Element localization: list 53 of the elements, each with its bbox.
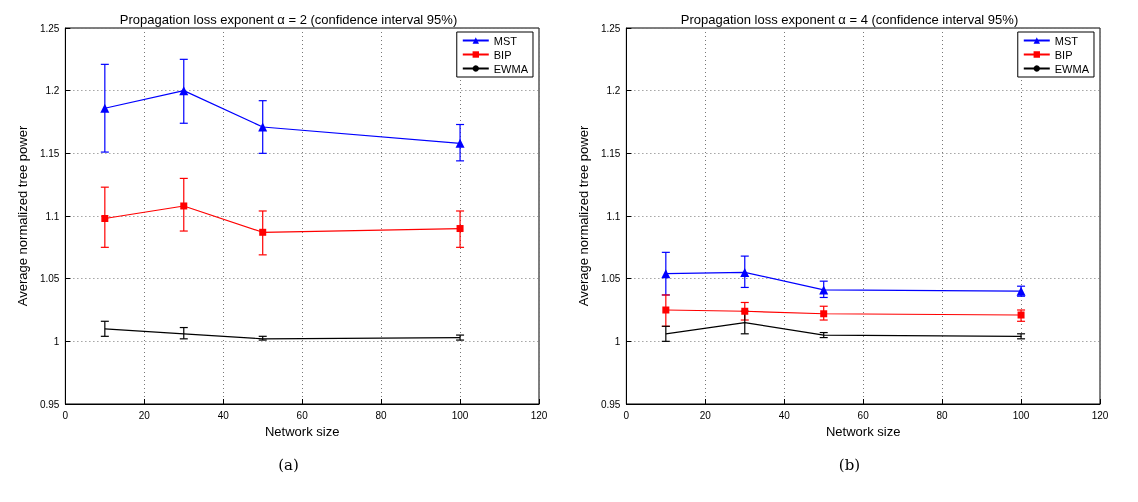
x-tick-label: 80 (375, 409, 388, 421)
point (820, 310, 828, 318)
x-tick-label: 60 (296, 409, 309, 421)
legend-label: EWMA (1054, 62, 1090, 75)
point (258, 122, 268, 132)
x-tick-label: 40 (778, 409, 791, 421)
y-tick-label: 1.05 (39, 273, 60, 285)
x-tick-label: 0 (623, 409, 630, 421)
y-tick-label: 0.95 (39, 398, 60, 410)
y-tick-label: 1.15 (39, 147, 60, 159)
text: (b) (837, 456, 862, 474)
point (100, 103, 110, 113)
point (259, 228, 267, 236)
legend-label: BIP (1054, 48, 1073, 61)
x-tick-label: 60 (857, 409, 870, 421)
x-tick-label: 120 (530, 409, 548, 421)
y-tick-label: 1.25 (39, 22, 60, 34)
legend-label: MST (1054, 34, 1079, 47)
x-tick-label: 100 (1012, 409, 1030, 421)
point (101, 215, 109, 223)
y-tick-label: 1.15 (600, 147, 621, 159)
y-tick-label: 1 (614, 335, 621, 347)
x-tick-label: 0 (62, 409, 69, 421)
y-tick-label: 1.1 (45, 210, 60, 222)
x-axis-title: Network size (825, 423, 901, 439)
legend-label: BIP (493, 48, 512, 61)
x-tick-label: 40 (217, 409, 230, 421)
y-tick-label: 1.2 (606, 85, 621, 97)
legend-label: EWMA (493, 62, 529, 75)
text: (a) (277, 456, 300, 474)
x-tick-label: 120 (1091, 409, 1109, 421)
x-tick-label: 20 (699, 409, 712, 421)
point (455, 138, 465, 148)
chart-title: Propagation loss exponent α = 2 (confidence interval 95%) (119, 12, 458, 27)
point (740, 267, 750, 277)
y-axis-title: Average normalized tree power (15, 125, 30, 307)
legend-label: MST (493, 34, 518, 47)
y-tick-label: 1.25 (600, 22, 621, 34)
y-tick-label: 1.2 (45, 85, 60, 97)
x-tick-label: 20 (138, 409, 151, 421)
point (662, 306, 670, 314)
x-tick-label: 80 (936, 409, 949, 421)
point (456, 225, 464, 233)
point (180, 202, 188, 210)
y-tick-label: 1.1 (606, 210, 621, 222)
point (661, 269, 671, 279)
x-tick-label: 100 (451, 409, 469, 421)
y-axis-title: Average normalized tree power (576, 125, 591, 307)
y-tick-label: 1.05 (600, 273, 621, 285)
chart-title: Propagation loss exponent α = 4 (confidence interval 95%) (680, 12, 1019, 27)
y-tick-label: 0.95 (600, 398, 621, 410)
y-tick-label: 1 (53, 335, 60, 347)
x-axis-title: Network size (264, 423, 340, 439)
